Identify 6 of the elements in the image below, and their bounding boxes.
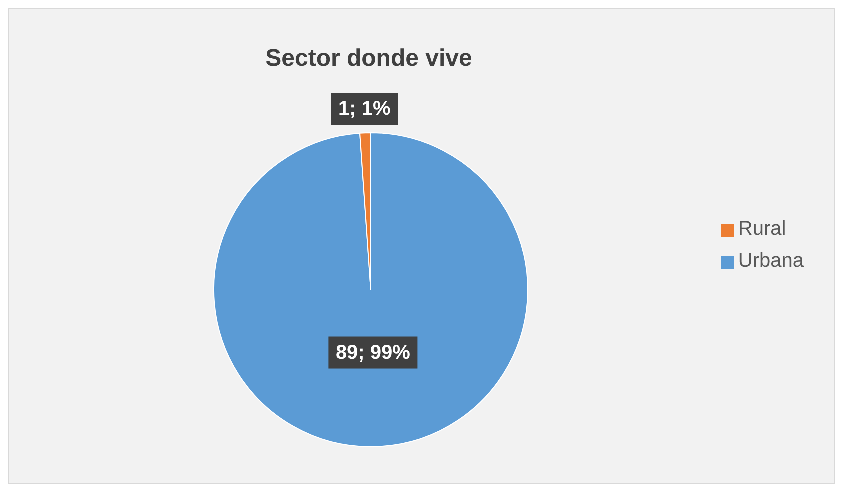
data-label: 89; 99% (336, 342, 411, 364)
pie-slice (214, 132, 528, 448)
legend-label: Urbana (738, 250, 804, 272)
chart-title: Sector donde vive (264, 45, 474, 73)
legend-label: Rural (738, 218, 786, 240)
data-label: 1; 1% (338, 98, 392, 120)
